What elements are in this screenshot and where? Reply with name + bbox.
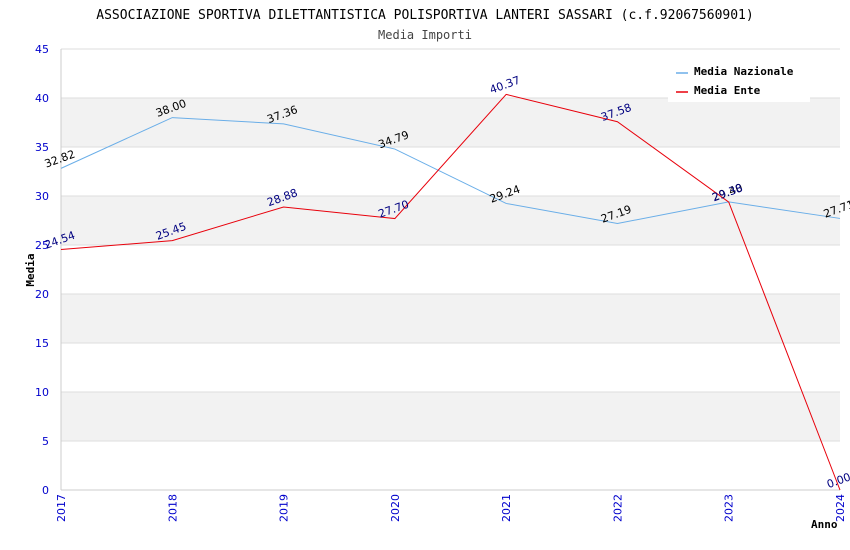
x-tick-label: 2019: [278, 494, 291, 522]
x-tick-label: 2024: [834, 494, 847, 522]
y-tick-label: 35: [35, 141, 49, 154]
grid-band: [61, 392, 840, 441]
y-axis-label: Media: [24, 253, 37, 286]
series-line-media-nazionale: [60, 117, 841, 225]
chart-title: ASSOCIAZIONE SPORTIVA DILETTANTISTICA PO…: [96, 8, 753, 23]
x-tick-label: 2023: [723, 494, 736, 522]
y-tick-label: 5: [42, 435, 49, 448]
x-tick-label: 2017: [55, 494, 68, 522]
axes: [60, 49, 840, 491]
grid-lines: [61, 48, 840, 491]
grid-bands: [61, 98, 840, 441]
y-tick-label: 15: [35, 337, 49, 350]
y-tick-label: 45: [35, 43, 49, 56]
chart-subtitle: Media Importi: [378, 28, 472, 42]
grid-band: [61, 196, 840, 245]
series-line-media-ente: [60, 93, 841, 491]
y-axis-ticks: 0 5 10 15 20 25 30 35 40 45: [35, 43, 49, 497]
y-tick-label: 0: [42, 484, 49, 497]
y-tick-label: 20: [35, 288, 49, 301]
data-label-media-ente: 40.37: [488, 74, 522, 97]
y-tick-label: 40: [35, 92, 49, 105]
legend: Media Nazionale Media Ente: [668, 58, 810, 102]
y-tick-label: 30: [35, 190, 49, 203]
x-tick-label: 2022: [611, 494, 624, 522]
x-tick-label: 2021: [500, 494, 513, 522]
grid-band: [61, 98, 840, 147]
legend-item-media-ente: Media Ente: [694, 84, 761, 97]
legend-box: [668, 58, 810, 102]
grid-band: [61, 294, 840, 343]
x-axis-label: Anno: [811, 518, 838, 531]
data-label-media-ente: 0.00: [825, 470, 850, 491]
x-axis-ticks: 2017 2018 2019 2020 2021 2022 2023 2024: [55, 494, 847, 522]
y-tick-label: 25: [35, 239, 49, 252]
x-tick-label: 2018: [166, 494, 179, 522]
x-tick-label: 2020: [389, 494, 402, 522]
legend-item-media-nazionale: Media Nazionale: [694, 65, 794, 78]
y-tick-label: 10: [35, 386, 49, 399]
